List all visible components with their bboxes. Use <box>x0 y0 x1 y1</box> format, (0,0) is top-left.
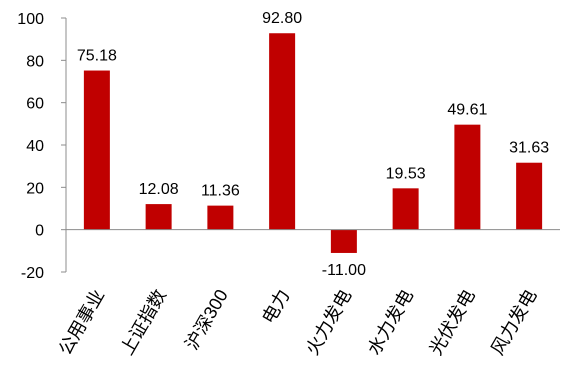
x-tick-label: 上证指数 <box>117 286 170 358</box>
data-label: 31.63 <box>509 140 549 157</box>
y-tick-label: 40 <box>26 138 44 155</box>
data-label: 92.80 <box>262 10 302 27</box>
data-label: 11.36 <box>201 183 240 200</box>
bar-3 <box>269 33 296 230</box>
x-tick-label: 光伏发电 <box>426 286 479 358</box>
y-tick-label: 100 <box>17 11 44 28</box>
bars <box>83 33 543 253</box>
y-tick-label: 80 <box>26 53 44 70</box>
data-label: 19.53 <box>386 165 426 182</box>
y-tick-label: 0 <box>35 223 44 240</box>
y-axis: -20 0 20 40 60 80 100 <box>17 11 67 282</box>
x-tick-label: 电力 <box>258 286 293 327</box>
x-tick-label: 沪深300 <box>181 286 231 353</box>
y-tick-label: 20 <box>26 180 44 197</box>
data-label: 49.61 <box>447 102 487 119</box>
y-tick-label: -20 <box>21 265 44 282</box>
data-labels: 75.18 12.08 11.36 92.80 -11.00 19.53 49.61 31.6… <box>77 10 549 279</box>
x-tick-label: 水力发电 <box>364 286 417 358</box>
data-label: 75.18 <box>77 48 117 65</box>
x-tick-label: 火力发电 <box>302 286 355 358</box>
bar-4 <box>330 229 357 253</box>
bar-1 <box>145 204 172 230</box>
bar-7 <box>516 162 543 230</box>
y-tick-label: 60 <box>26 96 44 113</box>
bar-0 <box>83 70 110 230</box>
bar-2 <box>207 205 234 230</box>
data-label: -11.00 <box>322 262 366 279</box>
data-label: 12.08 <box>139 181 179 198</box>
bar-6 <box>454 124 481 230</box>
x-axis: 公用事业 上证指数 沪深300 电力 火力发电 水力发电 光伏发电 风力发电 <box>55 229 560 358</box>
x-tick-label: 风力发电 <box>487 286 540 358</box>
bar-5 <box>392 188 419 230</box>
x-tick-label: 公用事业 <box>55 286 108 358</box>
